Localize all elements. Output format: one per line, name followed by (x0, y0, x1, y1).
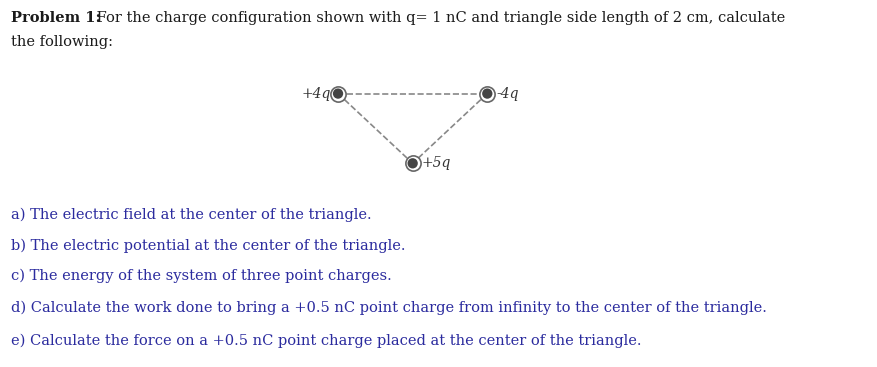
Text: the following:: the following: (11, 35, 113, 49)
Text: d) Calculate the work done to bring a +0.5 nC point charge from infinity to the : d) Calculate the work done to bring a +0… (11, 300, 766, 315)
Text: +4q: +4q (302, 87, 331, 101)
Point (405, 160, 419, 166)
Text: +5q: +5q (421, 156, 450, 170)
Point (331, 91, 345, 97)
Text: a) The electric field at the center of the triangle.: a) The electric field at the center of t… (11, 207, 372, 222)
Text: b) The electric potential at the center of the triangle.: b) The electric potential at the center … (11, 239, 405, 253)
Text: c) The energy of the system of three point charges.: c) The energy of the system of three poi… (11, 269, 392, 283)
Point (331, 91, 345, 97)
Point (405, 160, 419, 166)
Text: Problem 1:: Problem 1: (11, 11, 102, 25)
Text: e) Calculate the force on a +0.5 nC point charge placed at the center of the tri: e) Calculate the force on a +0.5 nC poin… (11, 333, 641, 348)
Point (480, 91, 494, 97)
Point (480, 91, 494, 97)
Text: -4q: -4q (496, 87, 518, 101)
Text: For the charge configuration shown with q= 1 nC and triangle side length of 2 cm: For the charge configuration shown with … (92, 11, 785, 25)
